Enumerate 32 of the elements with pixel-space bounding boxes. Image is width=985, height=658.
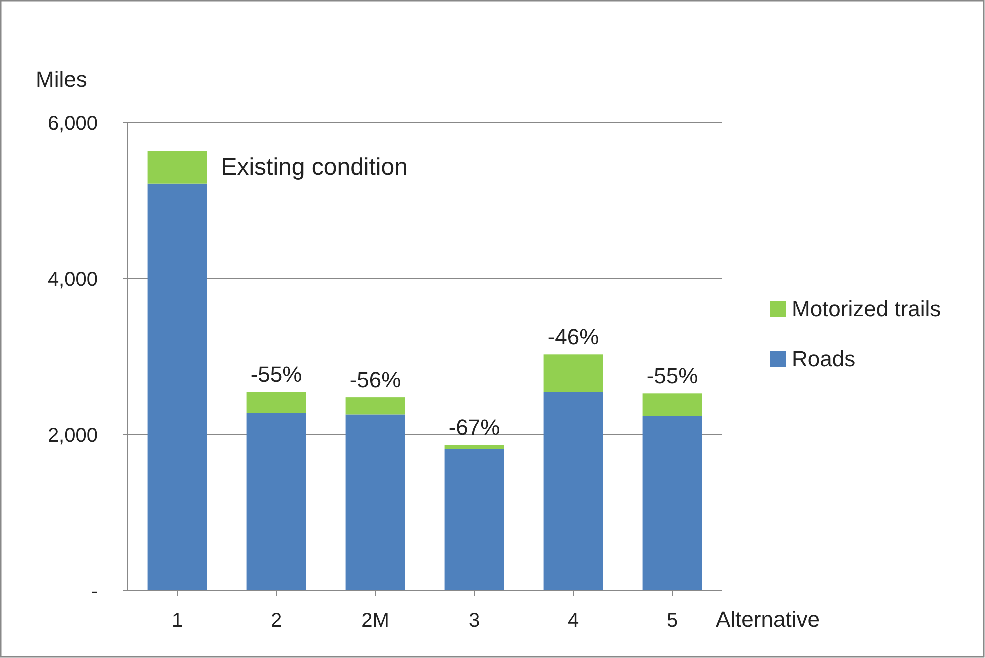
bar bbox=[544, 392, 604, 591]
y-axis-title: Miles bbox=[36, 67, 88, 92]
legend-label: Roads bbox=[792, 346, 856, 372]
x-tick-label: 3 bbox=[468, 610, 480, 632]
bar bbox=[246, 392, 306, 414]
annotation: Existing condition bbox=[221, 154, 408, 182]
x-tick-label: 5 bbox=[666, 610, 678, 632]
bar bbox=[246, 413, 306, 591]
y-tick-label: - bbox=[91, 581, 98, 603]
y-tick-label: 6,000 bbox=[48, 113, 98, 135]
x-tick-label: 2M bbox=[362, 610, 390, 632]
bar bbox=[642, 394, 702, 416]
annotation: -55% bbox=[250, 362, 302, 388]
bar bbox=[544, 354, 604, 392]
bar bbox=[346, 414, 406, 591]
bar bbox=[444, 445, 504, 450]
bar bbox=[444, 449, 504, 591]
y-tick-label: 2,000 bbox=[48, 425, 98, 447]
bar bbox=[148, 184, 208, 591]
x-axis-title: Alternative bbox=[716, 607, 820, 632]
bar bbox=[642, 416, 702, 591]
x-tick-label: 2 bbox=[270, 610, 282, 632]
annotation: -67% bbox=[448, 415, 500, 440]
x-tick-label: 1 bbox=[172, 610, 184, 632]
annotation: -46% bbox=[548, 324, 600, 350]
x-tick-label: 4 bbox=[568, 610, 580, 632]
annotation: -55% bbox=[646, 364, 698, 389]
y-tick-label: 4,000 bbox=[48, 269, 98, 291]
bar bbox=[346, 398, 406, 415]
bar bbox=[148, 151, 208, 184]
legend-label: Motorized trails bbox=[792, 296, 942, 322]
annotation: -56% bbox=[350, 368, 402, 393]
